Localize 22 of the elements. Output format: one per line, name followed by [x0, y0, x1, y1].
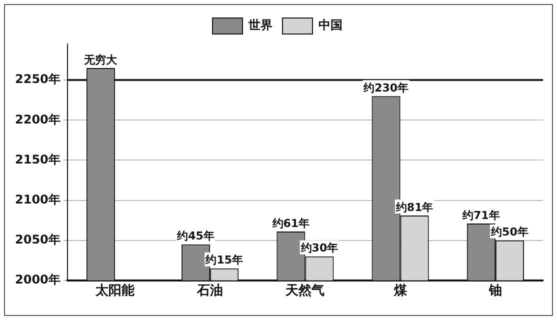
data-label: 约50年 — [490, 226, 528, 239]
legend-label: 世界 — [248, 18, 272, 32]
x-tick-label: 天然气 — [284, 284, 325, 299]
data-label: 约81年 — [394, 200, 434, 214]
data-label: 约30年 — [300, 242, 338, 255]
x-tick-label: 太阳能 — [94, 282, 136, 299]
y-tick-label: 2200年 — [14, 112, 60, 126]
data-label: 约15年 — [204, 254, 244, 267]
x-tick-label: 煤 — [392, 284, 408, 299]
y-tick-label: 2000年 — [14, 272, 60, 287]
legend-label: 中国 — [318, 18, 342, 32]
data-label: 无穷大 — [83, 53, 118, 66]
data-label: 约45年 — [176, 230, 214, 243]
y-tick-label: 2100年 — [14, 192, 60, 206]
data-label: 约230年 — [362, 81, 409, 94]
x-tick-label: 铀 — [488, 284, 502, 299]
x-tick-label: 石油 — [196, 284, 224, 299]
y-tick-label: 2150年 — [14, 152, 60, 166]
y-tick-label: 2250年 — [14, 72, 60, 86]
data-label: 约61年 — [271, 216, 310, 230]
data-label: 约71年 — [462, 208, 500, 222]
y-tick-label: 2050年 — [14, 232, 60, 246]
